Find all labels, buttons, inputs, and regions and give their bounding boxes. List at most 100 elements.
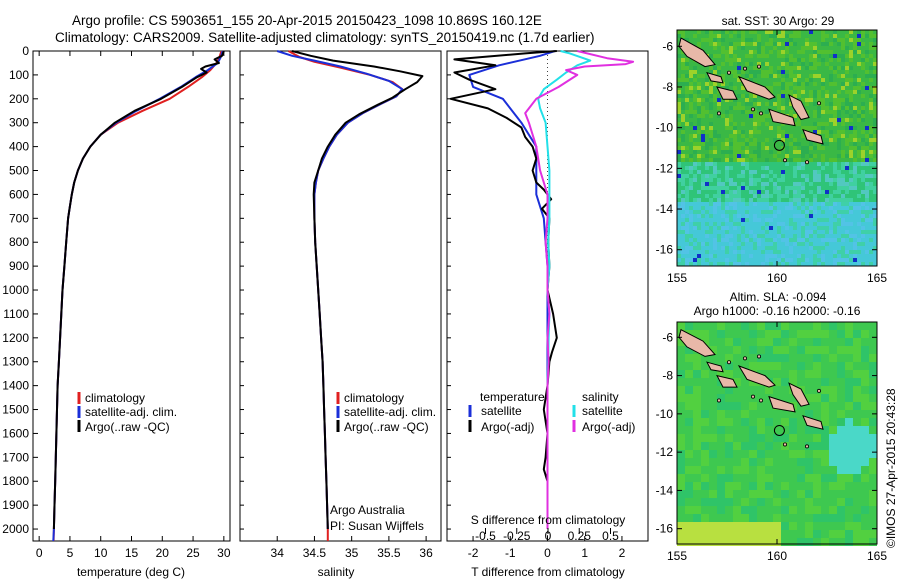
sst-map-cell	[785, 66, 789, 70]
sst-map-cell	[873, 198, 877, 202]
sla-map-cell	[805, 522, 813, 530]
sst-map-cell	[829, 50, 833, 54]
sst-map-cell	[721, 106, 725, 110]
sla-map-cell	[773, 330, 781, 338]
sst-map-cell	[857, 146, 861, 150]
sla-map-cell	[685, 442, 693, 450]
islet	[727, 360, 732, 365]
sst-map-cell	[717, 146, 721, 150]
islet	[717, 111, 722, 116]
sla-map-cell	[725, 362, 733, 370]
sst-map-cell	[853, 34, 857, 38]
sst-map-cell	[717, 262, 721, 266]
sst-map-cell	[705, 154, 709, 158]
sst-map-cell	[873, 46, 877, 50]
sla-map-cell	[845, 402, 853, 410]
sst-map-cell	[689, 262, 693, 266]
sst-map-cell	[677, 202, 681, 206]
sst-map-cell	[765, 50, 769, 54]
sst-map-cell	[725, 30, 729, 34]
sst-map-cell	[785, 86, 789, 90]
sst-map-cell	[853, 62, 857, 66]
sst-map-cell	[785, 238, 789, 242]
sst-map-cell	[857, 118, 861, 122]
sst-map-cell	[685, 106, 689, 110]
sst-map-cell	[821, 46, 825, 50]
sst-map-cell	[721, 42, 725, 46]
sst-map-cell	[689, 146, 693, 150]
sla-map-cell	[845, 458, 853, 466]
sst-map-cell	[765, 134, 769, 138]
sst-map-cell	[733, 114, 737, 118]
sst-map-cell	[725, 158, 729, 162]
sst-map-cell	[765, 150, 769, 154]
sla-map-cell	[685, 482, 693, 490]
sst-map-cell	[869, 42, 873, 46]
sst-map-cell	[837, 234, 841, 238]
sst-map-cell	[793, 86, 797, 90]
sst-map-cell	[753, 226, 757, 230]
sst-map-cell	[861, 154, 865, 158]
sla-map-cell	[861, 330, 869, 338]
sst-map-cell	[777, 110, 781, 114]
sst-map-cell	[721, 142, 725, 146]
sst-map-cell	[773, 130, 777, 134]
sst-map-cell	[861, 190, 865, 194]
sst-map-cell	[773, 254, 777, 258]
temperature-xtick-label: 25	[186, 546, 200, 560]
sst-map-cell	[793, 66, 797, 70]
temperature-xtick-label: 0	[36, 546, 43, 560]
sst-map-cell	[717, 114, 721, 118]
sst-map-cell	[861, 210, 865, 214]
sst-map-cell	[749, 150, 753, 154]
sst-map-cell	[749, 170, 753, 174]
sst-map-cell	[737, 82, 741, 86]
sla-map-cell	[717, 466, 725, 474]
sst-map-cell	[825, 182, 829, 186]
sla-map-cell	[813, 378, 821, 386]
sst-map-cell	[813, 54, 817, 58]
sla-map-cell	[853, 450, 861, 458]
sla-map-cell	[781, 394, 789, 402]
sst-map-cell	[853, 54, 857, 58]
sst-map-cell	[765, 110, 769, 114]
sst-map-cell	[761, 154, 765, 158]
sst-map-cell	[677, 234, 681, 238]
sla-map-cell	[685, 466, 693, 474]
sst-map-cell	[837, 218, 841, 222]
sla-map-cell	[829, 402, 837, 410]
sla-map-cell	[821, 450, 829, 458]
sst-map-cell	[701, 38, 705, 42]
sst-map-cell	[745, 54, 749, 58]
sst-map-cell	[773, 78, 777, 82]
sst-map-cell	[761, 118, 765, 122]
sst-map-cell	[705, 178, 709, 182]
sst-map-cell	[821, 42, 825, 46]
sla-map-cell	[797, 442, 805, 450]
sst-map-cell	[837, 222, 841, 226]
sst-map-cell	[857, 90, 861, 94]
sst-map-cell	[693, 146, 697, 150]
sla-map-cell	[773, 506, 781, 514]
sst-map-cell	[693, 38, 697, 42]
sst-map-cell	[813, 242, 817, 246]
sla-map-cell	[677, 354, 685, 362]
sst-map-cell	[705, 82, 709, 86]
sst-map-cell	[777, 250, 781, 254]
sst-map-cell	[793, 58, 797, 62]
sst-map-cell	[801, 198, 805, 202]
sst-map-cell	[741, 142, 745, 146]
sst-map-cell	[689, 130, 693, 134]
sla-map-cell	[781, 322, 789, 330]
sst-map-cell	[769, 238, 773, 242]
sst-map-cell	[741, 250, 745, 254]
sla-map-cell	[725, 394, 733, 402]
sla-map-cell	[869, 514, 877, 522]
sla-map-cell	[733, 458, 741, 466]
sst-map-cell	[805, 170, 809, 174]
sla-map-cell	[741, 522, 749, 530]
sst-map-cell	[697, 126, 701, 130]
sst-map-cell	[849, 126, 853, 130]
sst-map-cell	[781, 194, 785, 198]
sst-map-cell	[833, 58, 837, 62]
